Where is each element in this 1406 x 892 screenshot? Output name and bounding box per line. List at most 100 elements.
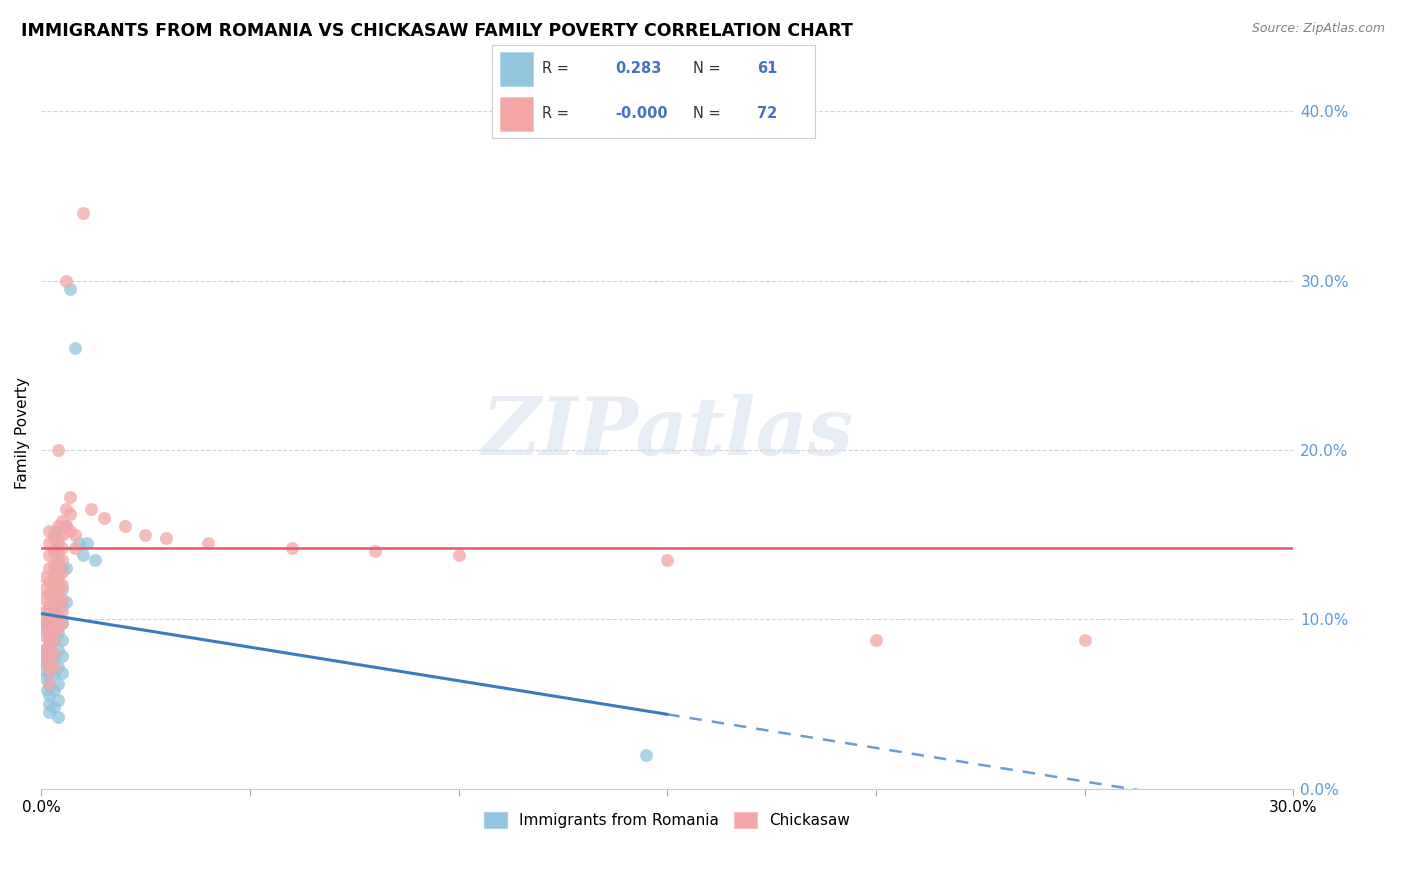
- Point: [55, 519, 77, 533]
- Text: 61: 61: [758, 62, 778, 77]
- Point: [34, 653, 56, 667]
- Point: [42, 531, 65, 545]
- Point: [37, 615, 59, 630]
- Point: [46, 608, 69, 623]
- Point: [46, 642, 69, 657]
- Point: [1073, 632, 1095, 647]
- Point: [42, 544, 65, 558]
- Point: [34, 604, 56, 618]
- Point: [364, 544, 387, 558]
- Point: [46, 625, 69, 640]
- Point: [32, 642, 55, 657]
- Point: [55, 502, 77, 516]
- Point: [63, 527, 86, 541]
- Text: Source: ZipAtlas.com: Source: ZipAtlas.com: [1251, 22, 1385, 36]
- Point: [51, 553, 73, 567]
- Point: [38, 612, 60, 626]
- Point: [51, 615, 73, 630]
- Point: [63, 541, 86, 555]
- Point: [45, 524, 67, 538]
- Point: [51, 565, 73, 579]
- Point: [38, 632, 60, 647]
- Point: [38, 655, 60, 669]
- Point: [34, 655, 56, 669]
- Point: [59, 524, 82, 538]
- Point: [46, 531, 69, 545]
- Point: [55, 561, 77, 575]
- Point: [51, 666, 73, 681]
- Point: [51, 649, 73, 664]
- Point: [46, 710, 69, 724]
- Text: R =: R =: [543, 62, 569, 77]
- Point: [51, 604, 73, 618]
- Point: [38, 599, 60, 613]
- Point: [37, 683, 59, 698]
- Point: [80, 502, 103, 516]
- Point: [42, 666, 65, 681]
- Point: [51, 578, 73, 592]
- Point: [38, 574, 60, 589]
- Point: [114, 519, 136, 533]
- Point: [42, 700, 65, 714]
- Point: [72, 548, 94, 562]
- Text: ZIPatlas: ZIPatlas: [481, 394, 853, 472]
- Point: [38, 625, 60, 640]
- Point: [280, 541, 302, 555]
- Point: [34, 663, 56, 677]
- Point: [42, 659, 65, 673]
- Point: [38, 548, 60, 562]
- Point: [34, 570, 56, 584]
- Point: [657, 553, 679, 567]
- Text: 72: 72: [758, 106, 778, 121]
- Point: [41, 578, 63, 592]
- Point: [42, 621, 65, 635]
- Point: [42, 632, 65, 647]
- Point: [46, 582, 69, 596]
- Point: [46, 591, 69, 606]
- Point: [38, 706, 60, 720]
- Point: [42, 599, 65, 613]
- Point: [46, 519, 69, 533]
- Point: [42, 632, 65, 647]
- Point: [42, 565, 65, 579]
- Point: [42, 595, 65, 609]
- Text: -0.000: -0.000: [614, 106, 668, 121]
- Text: N =: N =: [693, 106, 720, 121]
- Point: [51, 615, 73, 630]
- Point: [46, 570, 69, 584]
- Point: [34, 672, 56, 686]
- Point: [636, 747, 658, 762]
- Point: [51, 514, 73, 528]
- Point: [46, 659, 69, 673]
- Y-axis label: Family Poverty: Family Poverty: [15, 377, 30, 489]
- Point: [46, 544, 69, 558]
- Point: [38, 536, 60, 550]
- Text: R =: R =: [543, 106, 569, 121]
- Point: [42, 646, 65, 660]
- Point: [59, 508, 82, 522]
- Point: [34, 615, 56, 630]
- Point: [38, 604, 60, 618]
- Point: [197, 536, 219, 550]
- Point: [34, 591, 56, 606]
- Point: [38, 638, 60, 652]
- Point: [51, 541, 73, 555]
- Point: [46, 621, 69, 635]
- FancyBboxPatch shape: [501, 97, 533, 131]
- Point: [42, 608, 65, 623]
- Point: [38, 689, 60, 703]
- Point: [55, 595, 77, 609]
- Point: [42, 558, 65, 572]
- Point: [38, 524, 60, 538]
- Point: [67, 536, 90, 550]
- Point: [38, 663, 60, 677]
- Point: [42, 582, 65, 596]
- Point: [35, 612, 58, 626]
- Point: [63, 342, 86, 356]
- Point: [59, 282, 82, 296]
- Point: [447, 548, 470, 562]
- Point: [46, 676, 69, 690]
- Point: [34, 582, 56, 596]
- Text: 0.283: 0.283: [614, 62, 661, 77]
- Point: [51, 561, 73, 575]
